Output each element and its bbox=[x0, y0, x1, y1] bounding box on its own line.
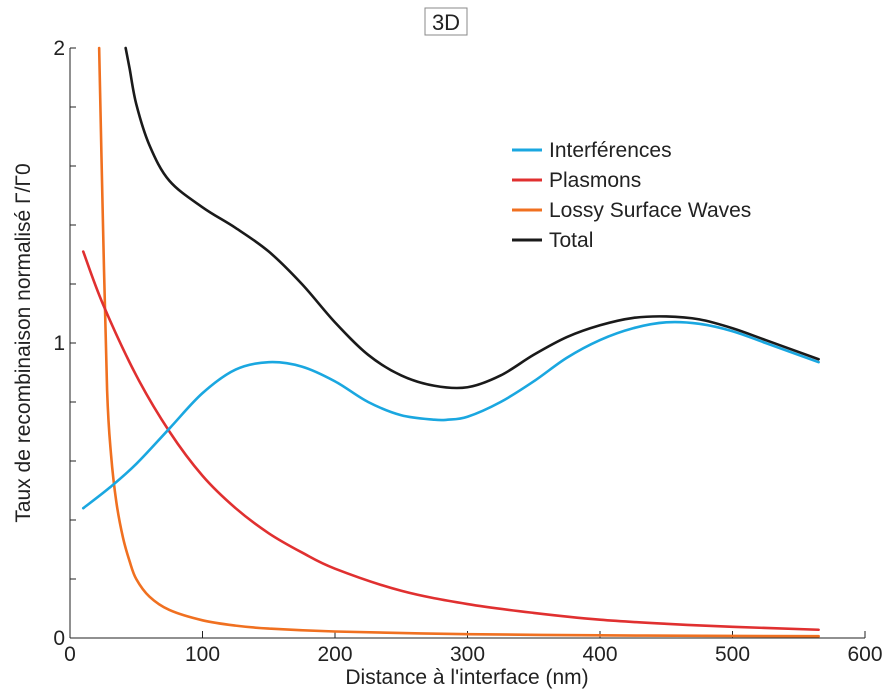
y-tick-label: 2 bbox=[53, 37, 65, 60]
y-axis-label: Taux de recombinaison normalisé Γ/Γ0 bbox=[12, 163, 35, 522]
x-tick-label: 0 bbox=[64, 643, 76, 666]
y-ticks: 0 1 2 bbox=[53, 37, 76, 650]
x-tick-label: 200 bbox=[317, 643, 352, 666]
series-line-interf-rences bbox=[83, 322, 818, 508]
series-line-lossy-surface-waves bbox=[99, 48, 818, 636]
series-line-plasmons bbox=[83, 252, 818, 630]
x-tick-label: 500 bbox=[715, 643, 750, 666]
x-tick-label: 600 bbox=[847, 643, 882, 666]
legend: Interférences Plasmons Lossy Surface Waves… bbox=[512, 139, 751, 252]
x-tick-label: 400 bbox=[582, 643, 617, 666]
x-tick-label: 100 bbox=[185, 643, 220, 666]
x-axis-label: Distance à l'interface (nm) bbox=[345, 666, 588, 689]
chart-title: 3D bbox=[432, 10, 460, 35]
y-tick-label: 0 bbox=[53, 627, 65, 650]
legend-label-interf-rences: Interférences bbox=[549, 139, 672, 162]
legend-label-plasmons: Plasmons bbox=[549, 169, 641, 192]
legend-label-lossy-surface-waves: Lossy Surface Waves bbox=[549, 199, 751, 222]
legend-label-total: Total bbox=[549, 229, 593, 252]
series-layer bbox=[83, 48, 818, 636]
y-tick-label: 1 bbox=[53, 332, 65, 355]
x-tick-label: 300 bbox=[450, 643, 485, 666]
